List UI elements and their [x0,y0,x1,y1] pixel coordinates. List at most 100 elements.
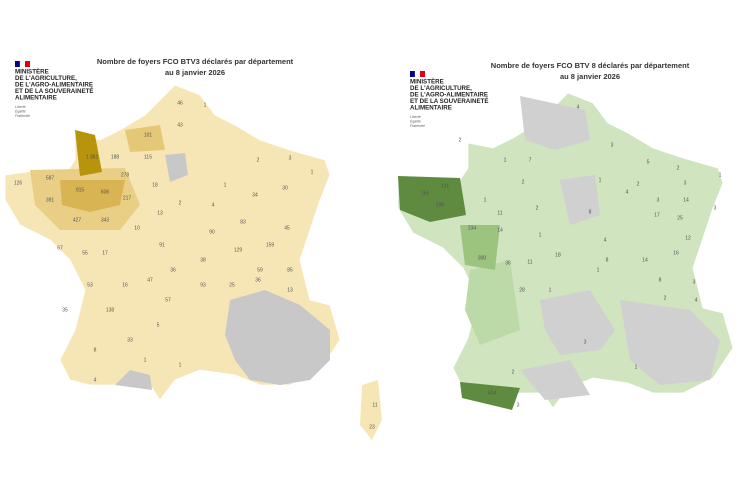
department-count: 17 [654,212,660,218]
department-count: 90 [209,229,215,235]
department-count: 8 [659,277,662,283]
department-count: 36 [505,260,511,266]
department-count: 126 [14,180,23,186]
map-title: Nombre de foyers FCO BTV 8 déclarés par … [491,61,690,70]
department-count: 1 [549,287,552,293]
department-count: 595 [436,202,445,208]
department-count: 1 [224,182,227,188]
motto: Liberté [15,105,26,109]
ministry-line: DE L'AGRO-ALIMENTAIRE [410,92,488,99]
department-count: 25 [677,215,683,221]
department-count: 47 [147,277,153,283]
ministry-line: MINISTÈRE [15,68,49,76]
ministry-line: DE L'AGRICULTURE, [15,75,77,82]
department-count: 34 [252,192,258,198]
department-count: 83 [240,219,246,225]
department-count: 427 [73,217,82,223]
department-count: 3 [714,205,717,211]
map-title: au 8 janvier 2026 [165,68,225,77]
flag [25,61,30,67]
department-count: 217 [123,195,132,201]
department-count: 4 [604,237,607,243]
department-count: 13 [287,287,293,293]
flag [15,61,20,67]
department-count: 1 [719,172,722,178]
department-count: 1 [179,362,182,368]
department-count: 46 [177,100,183,106]
department-count: 2 [536,205,539,211]
department-count: 67 [57,245,63,251]
department-count: 11 [497,210,502,216]
department-count: 101 [144,132,153,138]
department-count: 391 [46,197,55,203]
left-header [15,60,30,68]
department-count: 915 [76,187,85,193]
department-count: 16 [122,282,128,288]
department-count: 343 [101,217,110,223]
department-count: 45 [284,225,290,231]
motto: Égalité [410,118,421,123]
department-count: 25 [229,282,235,288]
department-count: 163 [421,190,430,196]
department-count: 12 [685,235,691,241]
department-count: 57 [165,297,171,303]
department-count: 30 [282,185,288,191]
department-count: 300 [478,255,487,261]
department-count: 4 [577,104,580,110]
department-count: 2 [522,179,525,185]
department-count: 3 [517,402,520,408]
department-count: 3 [657,197,660,203]
department-count: 23 [369,424,375,430]
ministry-line: ET DE LA SOUVERAINETÉ [410,97,489,105]
ministry-line: DE L'AGRICULTURE, [410,85,472,92]
department-count: 14 [642,257,648,263]
department-count: 1 [204,102,207,108]
department-count: 2 [637,181,640,187]
ministry-line: MINISTÈRE [410,78,444,86]
ministry-line: ALIMENTAIRE [410,105,452,112]
department-count: 115 [144,154,152,160]
right-header [410,70,425,78]
department-count: 55 [82,250,88,256]
department-count: 1 [504,157,507,163]
department-count: 2 [664,295,667,301]
department-count: 131 [441,183,450,189]
department-count: 14 [683,197,689,203]
department-count: 159 [266,242,275,248]
department-count: 13 [157,210,163,216]
department-count: 11 [527,259,532,265]
flag [19,60,26,68]
department-count: 3 [693,279,696,285]
department-count: 1 [539,232,542,238]
department-count: 8 [94,347,97,353]
department-count: 11 [372,402,377,408]
motto: Fraternité [15,114,30,118]
department-count: 35 [62,307,68,313]
department-count: 1 [599,177,602,183]
motto: Liberté [410,115,421,119]
department-count: 5 [157,322,160,328]
department-count: 10 [134,225,140,231]
department-count: 16 [673,250,679,256]
ministry-line: ALIMENTAIRE [15,95,57,102]
department-count: 606 [101,189,110,195]
department-count: 587 [46,175,55,181]
motto: Égalité [15,108,26,113]
department-count: 59 [257,267,263,273]
ministry-line: ET DE LA SOUVERAINETÉ [15,87,94,95]
department-count: 8 [606,257,609,263]
department-count: 5 [647,159,650,165]
department-count: 53 [87,282,93,288]
department-count: 4 [695,297,698,303]
department-count: 4 [212,202,215,208]
department-count: 93 [200,282,206,288]
department-count: 85 [287,267,293,273]
department-count: 1 [311,169,314,175]
department-count: 138 [106,307,115,313]
department-count: 1 [597,267,600,273]
department-count: 234 [468,225,477,231]
department-count: 3 [611,142,614,148]
department-count: 8 [589,209,592,215]
department-count: 1 [635,364,638,370]
department-count: 36 [170,267,176,273]
